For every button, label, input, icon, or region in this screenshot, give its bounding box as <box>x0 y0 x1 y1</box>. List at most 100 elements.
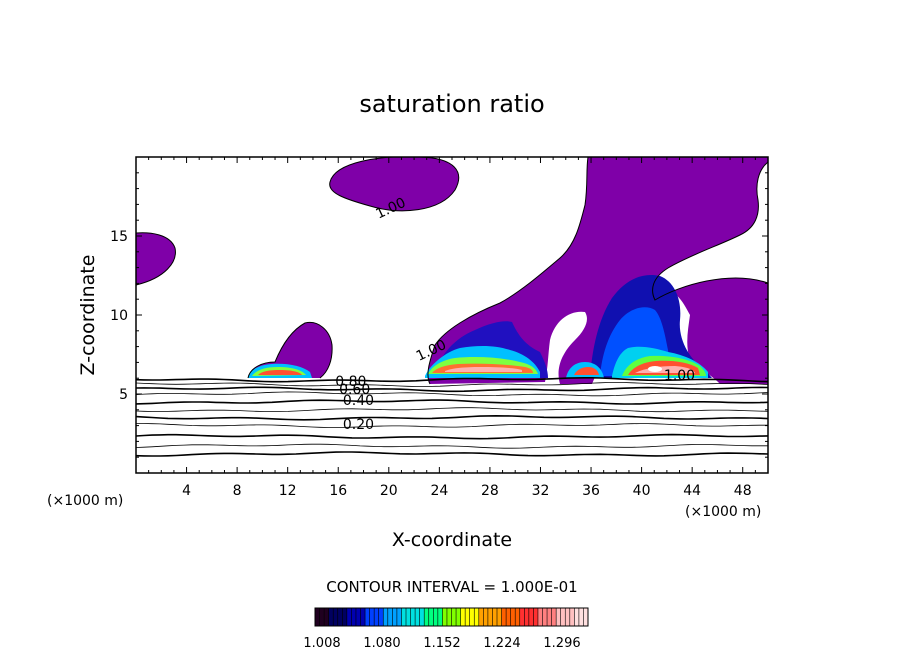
x-tick-label: 32 <box>532 483 550 499</box>
colorbar-swatch <box>451 608 457 626</box>
colorbar-swatch <box>424 608 430 626</box>
colorbar-swatch <box>501 608 507 626</box>
colorbar-swatch <box>465 608 471 626</box>
x-unit-right: (×1000 m) <box>685 504 761 520</box>
colorbar-swatch <box>374 608 380 626</box>
colorbar-swatch <box>478 608 484 626</box>
saturation-outlines <box>136 157 768 385</box>
contour-line <box>136 377 768 383</box>
x-tick-label: 12 <box>279 483 297 499</box>
x-axis-label: X-coordinate <box>392 529 512 551</box>
colorbar-swatch <box>351 608 357 626</box>
shade-pink-center <box>445 367 522 372</box>
x-tick-label: 16 <box>329 483 347 499</box>
y-axis: 5 10 15 <box>110 172 768 458</box>
colorbar-swatch <box>401 608 407 626</box>
colorbar-swatch <box>542 608 548 626</box>
colorbar-swatch <box>415 608 421 626</box>
x-tick-label: 4 <box>182 483 191 499</box>
colorbar-swatch <box>419 608 425 626</box>
x-tick-label: 44 <box>683 483 701 499</box>
colorbar-swatch <box>410 608 416 626</box>
colorbar-swatch <box>583 608 589 626</box>
x-axis: 4 8 12 16 20 24 28 32 36 40 44 48 <box>148 157 756 499</box>
colorbar-swatch <box>474 608 480 626</box>
colorbar-swatch <box>319 608 325 626</box>
colorbar-tick-label: 1.008 <box>303 636 340 651</box>
shade-cell-12-red <box>258 370 302 375</box>
colorbar-swatch <box>365 608 371 626</box>
colorbar-swatch <box>324 608 330 626</box>
colorbar-swatch <box>406 608 412 626</box>
cloud-region-top-center <box>329 157 459 211</box>
colorbar-swatch <box>506 608 512 626</box>
contour-line <box>136 433 768 440</box>
colorbar-swatch <box>528 608 534 626</box>
x-tick-label: 48 <box>734 483 752 499</box>
colorbar-swatch <box>442 608 448 626</box>
colorbar-swatch <box>392 608 398 626</box>
x-tick-label: 20 <box>380 483 398 499</box>
x-tick-label: 40 <box>633 483 651 499</box>
contour-line <box>136 451 768 457</box>
contour-line <box>136 382 768 387</box>
chart-title: saturation ratio <box>359 90 544 118</box>
colorbar-swatch <box>383 608 389 626</box>
x-unit-left: (×1000 m) <box>47 493 123 509</box>
colorbar-swatch <box>446 608 452 626</box>
contour-line <box>136 386 768 393</box>
colorbar-swatch <box>469 608 475 626</box>
colorbar-swatch <box>537 608 543 626</box>
colorbar-swatch <box>524 608 530 626</box>
colorbar-swatch <box>342 608 348 626</box>
colorbar-swatch <box>456 608 462 626</box>
colorbar-swatch <box>547 608 553 626</box>
y-tick-label: 15 <box>110 229 128 245</box>
x-tick-label: 28 <box>481 483 499 499</box>
contour-label: 0.20 <box>343 417 374 433</box>
colorbar-swatch <box>360 608 366 626</box>
shade-white-core <box>648 366 662 372</box>
y-tick-label: 10 <box>110 308 128 324</box>
colorbar-swatch <box>396 608 402 626</box>
colorbar-swatch <box>346 608 352 626</box>
contour-label: 0.40 <box>343 393 374 409</box>
colorbar-swatch <box>433 608 439 626</box>
colorbar-swatch <box>487 608 493 626</box>
colorbar-swatch <box>569 608 575 626</box>
shade-cell-36-inner <box>574 367 599 375</box>
colorbar-tick-label: 1.224 <box>483 636 520 651</box>
contour-interval-label: CONTOUR INTERVAL = 1.000E-01 <box>326 578 577 596</box>
x-tick-label: 36 <box>582 483 600 499</box>
shade-pink-right <box>635 366 695 373</box>
x-tick-label: 24 <box>430 483 448 499</box>
colorbar-swatch <box>483 608 489 626</box>
colorbar-tick-label: 1.296 <box>543 636 580 651</box>
cloud-region-left-edge <box>136 232 176 285</box>
colorbar-swatch <box>492 608 498 626</box>
colorbar-swatch <box>556 608 562 626</box>
colorbar-swatch <box>333 608 339 626</box>
colorbar-swatch <box>355 608 361 626</box>
colorbar-swatch <box>560 608 566 626</box>
colorbar-swatch <box>510 608 516 626</box>
contour-line <box>136 423 768 428</box>
contour-line <box>136 407 768 413</box>
colorbar-swatch <box>369 608 375 626</box>
y-axis-label: Z-coordinate <box>77 255 99 376</box>
contour-label: 1.00 <box>664 368 695 384</box>
contour-line <box>136 414 768 421</box>
colorbar-swatch <box>497 608 503 626</box>
colorbar-swatch <box>428 608 434 626</box>
colorbar-tick-label: 1.080 <box>363 636 400 651</box>
colorbar-swatch <box>533 608 539 626</box>
colorbar-swatch <box>574 608 580 626</box>
colorbar-swatch <box>460 608 466 626</box>
x-tick-label: 8 <box>233 483 242 499</box>
colorbar-swatch <box>565 608 571 626</box>
colorbar-swatch <box>378 608 384 626</box>
colorbar-swatch <box>519 608 525 626</box>
colorbar-frame <box>314 607 589 627</box>
